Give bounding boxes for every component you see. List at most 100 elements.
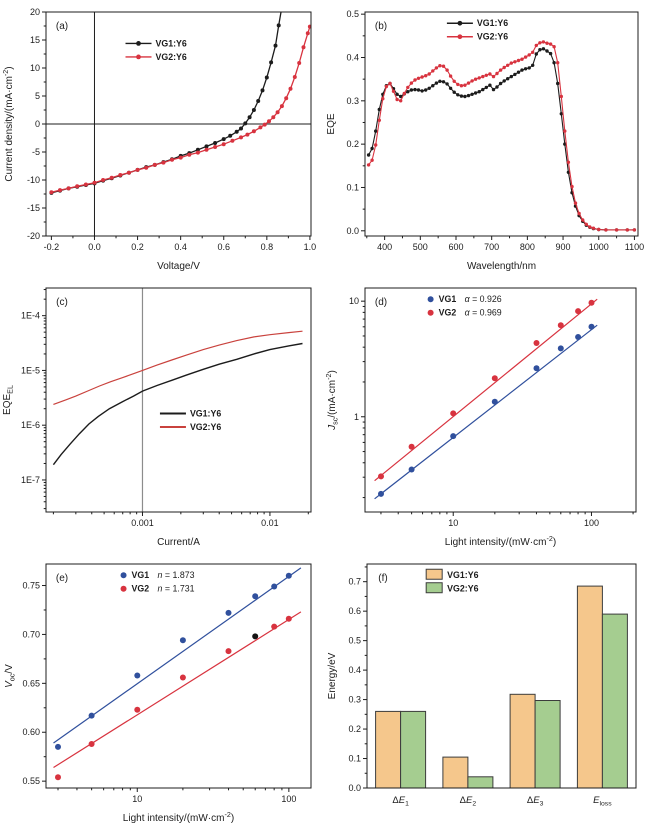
x-tick-label: 10 — [132, 794, 142, 804]
x-tick-label: 700 — [484, 242, 499, 252]
y-tick-label: 0.1 — [348, 754, 361, 764]
legend-label: VG2:Y6 — [447, 584, 478, 594]
bar-VG1:Y6-0 — [375, 710, 402, 788]
y-tick-label: 0.55 — [22, 776, 40, 786]
x-axis-label: Wavelength/nm — [467, 261, 536, 272]
eqe-spectrum-chart: 400 500 600 700 800 900 1000 1100 0.0 0.1 0.2 0.3 0.… — [326, 9, 644, 272]
y-tick-label: -20 — [27, 231, 40, 241]
legend-label: VG1 — [132, 570, 150, 580]
x-axis-label: Voltage/V — [157, 261, 200, 272]
y-tick-label: 0.4 — [348, 665, 361, 675]
eqe-el-chart: 0.001 0.01 1E-7 1E-6 1E-5 1E-4 VG1:Y6 VG2:Y6 (c)… — [2, 287, 312, 548]
legend-value: α = 0.926 — [465, 294, 502, 304]
panel-letter: (b) — [375, 21, 387, 32]
y-tick-label: 0.5 — [348, 636, 361, 646]
y-tick-label: 0.70 — [22, 629, 40, 639]
panel-e-voc-intensity: 10 100 0.55 0.60 0.65 0.70 0.75 VG1 n = 1.873 VG2… — [0, 552, 325, 828]
category-label: Eloss — [593, 795, 612, 808]
y-tick-label: 1 — [354, 412, 359, 422]
y-tick-label: 0.75 — [22, 581, 40, 591]
y-tick-label: 0.0 — [346, 226, 359, 236]
y-tick-label: 0 — [35, 119, 40, 129]
bar-VG1:Y6-1 — [442, 756, 469, 788]
bar-VG2:Y6-0 — [400, 710, 427, 788]
legend-label: VG2:Y6 — [190, 422, 221, 432]
x-axis-label: Current/A — [157, 537, 200, 548]
y-tick-label: 0.65 — [22, 678, 40, 688]
x-tick-label: 900 — [556, 242, 571, 252]
x-tick-label: 800 — [520, 242, 535, 252]
x-tick-label: 1000 — [589, 242, 609, 252]
y-tick-label: 10 — [30, 63, 40, 73]
y-tick-label: 1E-4 — [21, 311, 40, 321]
x-axis-label: Light intensity/(mW·cm-2) — [123, 810, 234, 824]
y-tick-label: 0.3 — [346, 96, 359, 106]
energy-loss-bar-chart: ΔE1 ΔE2 ΔE3 Eloss 0.0 0.1 0.2 0.3 0.4 0.5 0.6 0.7 VG… — [327, 563, 637, 808]
bar-VG2:Y6-2 — [534, 700, 561, 788]
bar-VG2:Y6-3 — [601, 613, 628, 788]
x-tick-label: 0.4 — [174, 242, 187, 252]
y-tick-label: 0.7 — [348, 577, 361, 587]
panel-letter: (f) — [378, 573, 387, 584]
voc-light-intensity-chart: 10 100 0.55 0.60 0.65 0.70 0.75 VG1 n = 1.873 VG2… — [4, 563, 312, 824]
panel-letter: (d) — [375, 297, 387, 308]
y-tick-label: 0.2 — [346, 139, 359, 149]
y-tick-label: 0.1 — [346, 182, 359, 192]
x-tick-label: 1.0 — [304, 242, 317, 252]
panel-f-energy-bars: ΔE1 ΔE2 ΔE3 Eloss 0.0 0.1 0.2 0.3 0.4 0.5 0.6 0.7 VG… — [325, 552, 650, 828]
x-tick-label: 400 — [377, 242, 392, 252]
legend-label: VG2 — [132, 584, 150, 594]
legend-label: VG2:Y6 — [477, 32, 508, 42]
y-tick-label: 1E-5 — [21, 365, 40, 375]
y-axis-label: EQE — [326, 113, 337, 134]
panel-b-eqe-spectrum: 400 500 600 700 800 900 1000 1100 0.0 0.1 0.2 0.3 0.… — [325, 0, 650, 276]
y-tick-label: 0.2 — [348, 724, 361, 734]
y-tick-label: 1E-7 — [21, 475, 40, 485]
bar-VG2:Y6-1 — [467, 776, 494, 788]
x-tick-label: 0.001 — [131, 518, 154, 528]
legend-label: VG1:Y6 — [447, 570, 478, 580]
panel-letter: (e) — [56, 573, 68, 584]
panel-letter: (c) — [56, 297, 68, 308]
panel-letter: (a) — [56, 21, 68, 32]
x-tick-label: 0.8 — [261, 242, 274, 252]
legend-label: VG2 — [439, 308, 457, 318]
x-tick-label: 600 — [448, 242, 463, 252]
y-axis-label: Energy/eV — [327, 652, 338, 699]
y-tick-label: -15 — [27, 203, 40, 213]
y-tick-label: 0.60 — [22, 727, 40, 737]
y-tick-label: 15 — [30, 35, 40, 45]
y-tick-label: 10 — [349, 296, 359, 306]
legend-value: α = 0.969 — [465, 308, 502, 318]
y-tick-label: 5 — [35, 91, 40, 101]
y-axis-label: Voc/V — [4, 664, 17, 688]
y-tick-label: 0.6 — [348, 606, 361, 616]
x-tick-label: -0.2 — [44, 242, 60, 252]
y-tick-label: 0.5 — [346, 9, 359, 19]
category-label: ΔE1 — [392, 795, 409, 808]
y-tick-label: 20 — [30, 7, 40, 17]
x-axis-label: Light intensity/(mW·cm-2) — [445, 534, 556, 548]
jsc-light-intensity-chart: 10 100 1 10 VG1 α = 0.926 VG2 α = 0.969 (d) Light… — [325, 287, 637, 548]
y-tick-label: 0.0 — [348, 783, 361, 793]
panel-c-eqe-el: 0.001 0.01 1E-7 1E-6 1E-5 1E-4 VG1:Y6 VG2:Y6 (c)… — [0, 276, 325, 552]
bar-VG1:Y6-2 — [509, 693, 536, 788]
legend-value: n = 1.873 — [158, 570, 195, 580]
x-tick-label: 10 — [448, 518, 458, 528]
x-tick-label: 0.01 — [261, 518, 279, 528]
legend-label: VG1:Y6 — [477, 18, 508, 28]
legend-label: VG1 — [439, 294, 457, 304]
panel-a-jv-curves: -0.2 0.0 0.2 0.4 0.6 0.8 1.0 -20 -15 -10 -5 0 5 10 15 2… — [0, 0, 325, 276]
y-axis-label: Jsc/(mA·cm-2) — [325, 370, 340, 431]
y-tick-label: 0.3 — [348, 695, 361, 705]
x-tick-label: 100 — [584, 518, 599, 528]
category-label: ΔE2 — [460, 795, 477, 808]
y-axis-label: Current density/(mA·cm-2) — [1, 66, 15, 181]
legend-label: VG1:Y6 — [156, 38, 187, 48]
x-tick-label: 0.0 — [88, 242, 101, 252]
y-tick-label: 0.4 — [346, 52, 359, 62]
y-tick-label: -5 — [32, 147, 40, 157]
bar-VG1:Y6-3 — [576, 585, 603, 788]
legend-label: VG2:Y6 — [156, 52, 187, 62]
